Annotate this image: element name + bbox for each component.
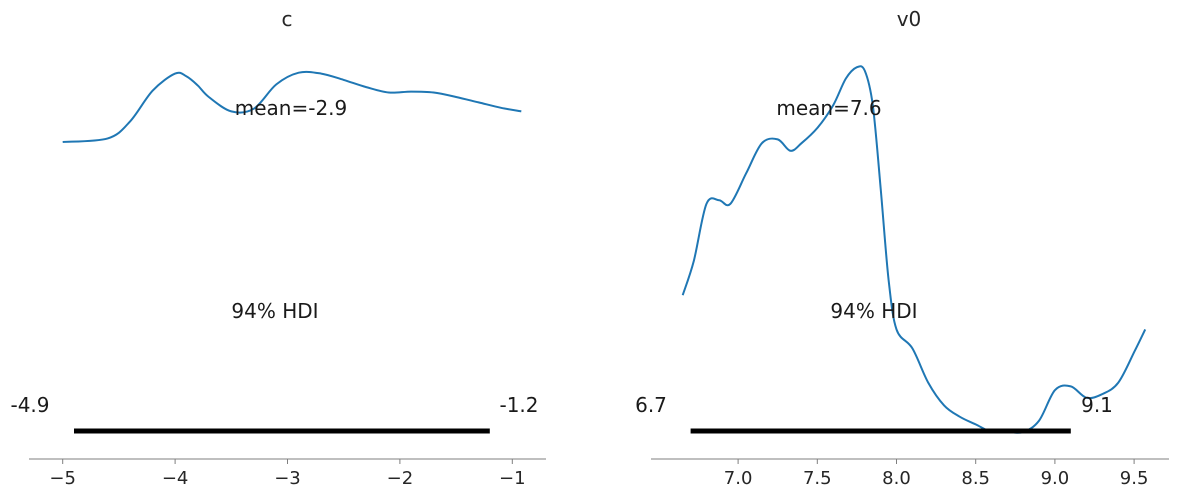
panel-v0-hdi-high-label: 9.1 — [1081, 393, 1113, 417]
panel-v0-x-tick-label: 8.5 — [961, 468, 990, 489]
panel-v0-hdi-low-label: 6.7 — [635, 393, 667, 417]
panel-c-hdi-label: 94% HDI — [231, 299, 318, 323]
panel-c: c mean=-2.9 94% HDI -4.9 -1.2 −5 −4 −3 −2 −1 — [10, 7, 546, 489]
panel-c-density-line — [62, 70, 522, 143]
panel-c-x-tick-label: −2 — [387, 468, 414, 489]
panel-c-hdi-low-label: -4.9 — [10, 393, 49, 417]
panel-c-x-tick-label: −1 — [499, 468, 526, 489]
panel-c-x-ticks: −5 −4 −3 −2 −1 — [49, 459, 526, 489]
panel-v0-x-tick-label: 7.0 — [724, 468, 753, 489]
panel-c-x-tick-label: −5 — [49, 468, 76, 489]
panel-v0-density-line — [681, 65, 1147, 434]
panel-c-hdi-high-label: -1.2 — [499, 393, 538, 417]
panel-c-title: c — [282, 7, 293, 31]
panel-v0: v0 mean=7.6 94% HDI 6.7 9.1 7.0 7.5 8.0 8.5… — [635, 7, 1169, 489]
panel-v0-title: v0 — [897, 7, 922, 31]
panel-v0-x-tick-label: 9.5 — [1120, 468, 1149, 489]
panel-v0-mean-label: mean=7.6 — [776, 96, 881, 120]
panel-c-x-tick-label: −4 — [162, 468, 189, 489]
panel-v0-x-tick-label: 7.5 — [803, 468, 832, 489]
panel-v0-x-tick-label: 8.0 — [882, 468, 911, 489]
panel-c-mean-label: mean=-2.9 — [235, 96, 348, 120]
panel-c-x-tick-label: −3 — [274, 468, 301, 489]
panel-v0-x-ticks: 7.0 7.5 8.0 8.5 9.0 9.5 — [724, 459, 1149, 489]
panel-v0-x-tick-label: 9.0 — [1041, 468, 1070, 489]
panel-v0-hdi-label: 94% HDI — [830, 299, 917, 323]
